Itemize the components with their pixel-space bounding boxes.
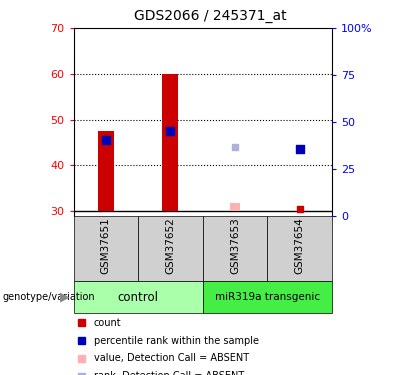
Text: GDS2066 / 245371_at: GDS2066 / 245371_at <box>134 9 286 23</box>
Point <box>167 128 174 134</box>
Text: value, Detection Call = ABSENT: value, Detection Call = ABSENT <box>94 354 249 363</box>
Text: rank, Detection Call = ABSENT: rank, Detection Call = ABSENT <box>94 372 244 375</box>
Text: ▶: ▶ <box>60 291 70 304</box>
Text: count: count <box>94 318 121 327</box>
Text: GSM37651: GSM37651 <box>101 217 111 274</box>
Text: GSM37652: GSM37652 <box>165 217 176 274</box>
Point <box>296 146 303 152</box>
Text: miR319a transgenic: miR319a transgenic <box>215 292 320 302</box>
Text: GSM37654: GSM37654 <box>294 217 304 274</box>
Bar <box>162 74 178 211</box>
Bar <box>98 131 114 211</box>
Text: genotype/variation: genotype/variation <box>2 292 95 302</box>
Point <box>296 206 303 212</box>
Point <box>231 144 238 150</box>
Point <box>102 137 109 143</box>
Text: GSM37653: GSM37653 <box>230 217 240 274</box>
Text: percentile rank within the sample: percentile rank within the sample <box>94 336 259 345</box>
Text: control: control <box>118 291 159 304</box>
Bar <box>230 203 240 211</box>
